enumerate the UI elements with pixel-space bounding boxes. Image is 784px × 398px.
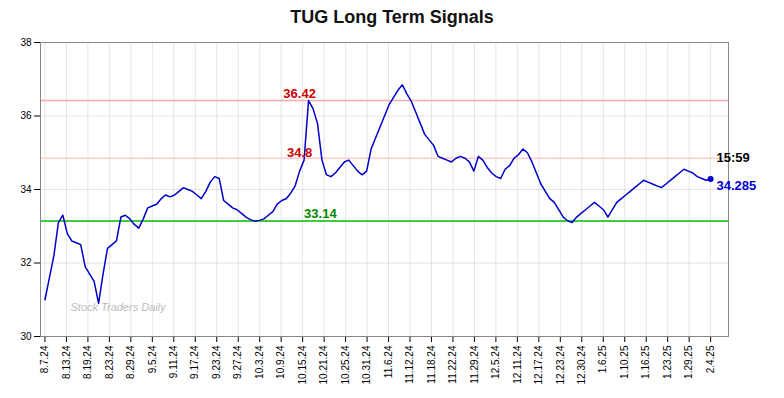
svg-text:34.285: 34.285 (716, 178, 756, 193)
svg-text:11.6.24: 11.6.24 (383, 345, 394, 378)
svg-text:10.3.24: 10.3.24 (254, 345, 265, 379)
svg-text:8.29.24: 8.29.24 (125, 345, 136, 379)
svg-text:9.23.24: 9.23.24 (211, 345, 222, 379)
svg-text:9.27.24: 9.27.24 (232, 345, 243, 379)
html-text:TUG Long Term Signals: TUG Long Term Signals (290, 7, 494, 27)
svg-text:33.14: 33.14 (304, 206, 337, 221)
svg-text:11.12.24: 11.12.24 (404, 345, 415, 384)
svg-text:12.23.24: 12.23.24 (555, 345, 566, 384)
svg-text:8.13.24: 8.13.24 (61, 345, 72, 379)
svg-text:36.42: 36.42 (283, 86, 316, 101)
svg-text:9.5.24: 9.5.24 (147, 345, 158, 373)
svg-text:30: 30 (20, 331, 32, 342)
svg-text:10.21.24: 10.21.24 (318, 345, 329, 384)
svg-text:12.11.24: 12.11.24 (512, 345, 523, 384)
svg-text:11.22.24: 11.22.24 (447, 345, 458, 384)
svg-text:1.29.25: 1.29.25 (683, 345, 694, 379)
svg-text:12.17.24: 12.17.24 (533, 345, 544, 384)
svg-text:8.19.24: 8.19.24 (82, 345, 93, 379)
svg-text:10.15.24: 10.15.24 (297, 345, 308, 384)
svg-text:1.23.25: 1.23.25 (662, 345, 673, 379)
svg-text:12.5.24: 12.5.24 (490, 345, 501, 379)
svg-text:Stock Traders Daily: Stock Traders Daily (71, 301, 168, 313)
svg-text:11.29.24: 11.29.24 (469, 345, 480, 384)
svg-text:1.6.25: 1.6.25 (597, 345, 608, 373)
svg-text:12.30.24: 12.30.24 (576, 345, 587, 384)
svg-text:9.17.24: 9.17.24 (189, 345, 200, 379)
svg-text:8.23.24: 8.23.24 (104, 345, 115, 379)
svg-text:38: 38 (20, 37, 32, 48)
svg-text:34: 34 (20, 184, 32, 195)
svg-text:9.11.24: 9.11.24 (168, 345, 179, 378)
svg-text:32: 32 (20, 257, 32, 268)
svg-text:34.8: 34.8 (287, 145, 312, 160)
svg-text:2.4.25: 2.4.25 (705, 345, 716, 373)
svg-text:10.9.24: 10.9.24 (275, 345, 286, 379)
svg-text:36: 36 (20, 110, 32, 121)
svg-text:10.31.24: 10.31.24 (361, 345, 372, 384)
svg-text:10.25.24: 10.25.24 (340, 345, 351, 384)
svg-text:15:59: 15:59 (716, 150, 749, 165)
svg-text:8.7.24: 8.7.24 (39, 345, 50, 373)
svg-text:11.18.24: 11.18.24 (426, 345, 437, 384)
svg-text:1.10.25: 1.10.25 (619, 345, 630, 379)
svg-text:1.16.25: 1.16.25 (640, 345, 651, 379)
